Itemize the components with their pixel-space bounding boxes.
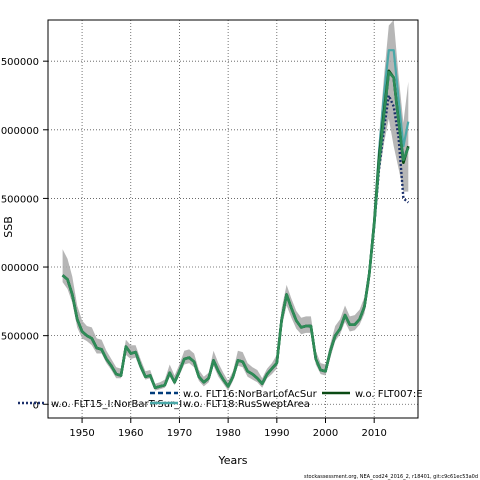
legend-item: w.o. FLT15_I:NorBarTrSur_I	[18, 399, 182, 410]
x-tick-label: 1970	[167, 428, 192, 439]
y-tick-label: 1000000	[0, 263, 39, 274]
y-axis-title: SSB	[2, 216, 15, 238]
x-tick-label: 1990	[264, 428, 289, 439]
x-tick-label: 1980	[215, 428, 240, 439]
legend-item: w.o. FLT18:RusSweptArea	[150, 399, 310, 410]
legend: w.o. FLT15_I:NorBarTrSur_Iw.o. FLT16:Nor…	[18, 389, 423, 410]
series-lines	[61, 49, 410, 390]
series-line	[61, 69, 410, 390]
legend-label: w.o. FLT16:NorBarLofAcSur	[183, 389, 318, 400]
legend-label: w.o. FLT18:RusSweptArea	[183, 399, 310, 410]
series-line	[61, 49, 410, 389]
series-line	[61, 94, 410, 389]
legend-item: w.o. FLT007:E	[322, 389, 423, 400]
plot-frame	[47, 19, 419, 419]
y-axis: 0 500000 1000000 1500000 2000000 2500000	[0, 57, 48, 411]
grid-lines	[48, 20, 418, 418]
y-tick-label: 1500000	[0, 194, 39, 205]
legend-label: w.o. FLT15_I:NorBarTrSur_I	[51, 399, 182, 410]
x-tick-label: 1950	[69, 428, 94, 439]
y-tick-label: 2000000	[0, 126, 39, 137]
legend-item: w.o. FLT16:NorBarLofAcSur	[150, 389, 318, 400]
series-line	[61, 70, 410, 390]
footer-credit: stockassessment.org, NEA_cod24_2016_2, r…	[304, 474, 478, 480]
x-tick-label: 1960	[118, 428, 143, 439]
confidence-band	[62, 20, 409, 391]
legend-label: w.o. FLT007:E	[355, 389, 423, 400]
y-tick-label: 0	[33, 400, 39, 411]
y-tick-label: 2500000	[0, 57, 39, 68]
x-tick-label: 2010	[361, 428, 386, 439]
series-line	[61, 71, 410, 389]
x-tick-label: 2000	[313, 428, 338, 439]
x-axis-title: Years	[217, 454, 247, 467]
y-tick-label: 500000	[1, 332, 39, 343]
x-axis: 1950 1960 1970 1980 1990 2000 2010	[69, 418, 387, 439]
